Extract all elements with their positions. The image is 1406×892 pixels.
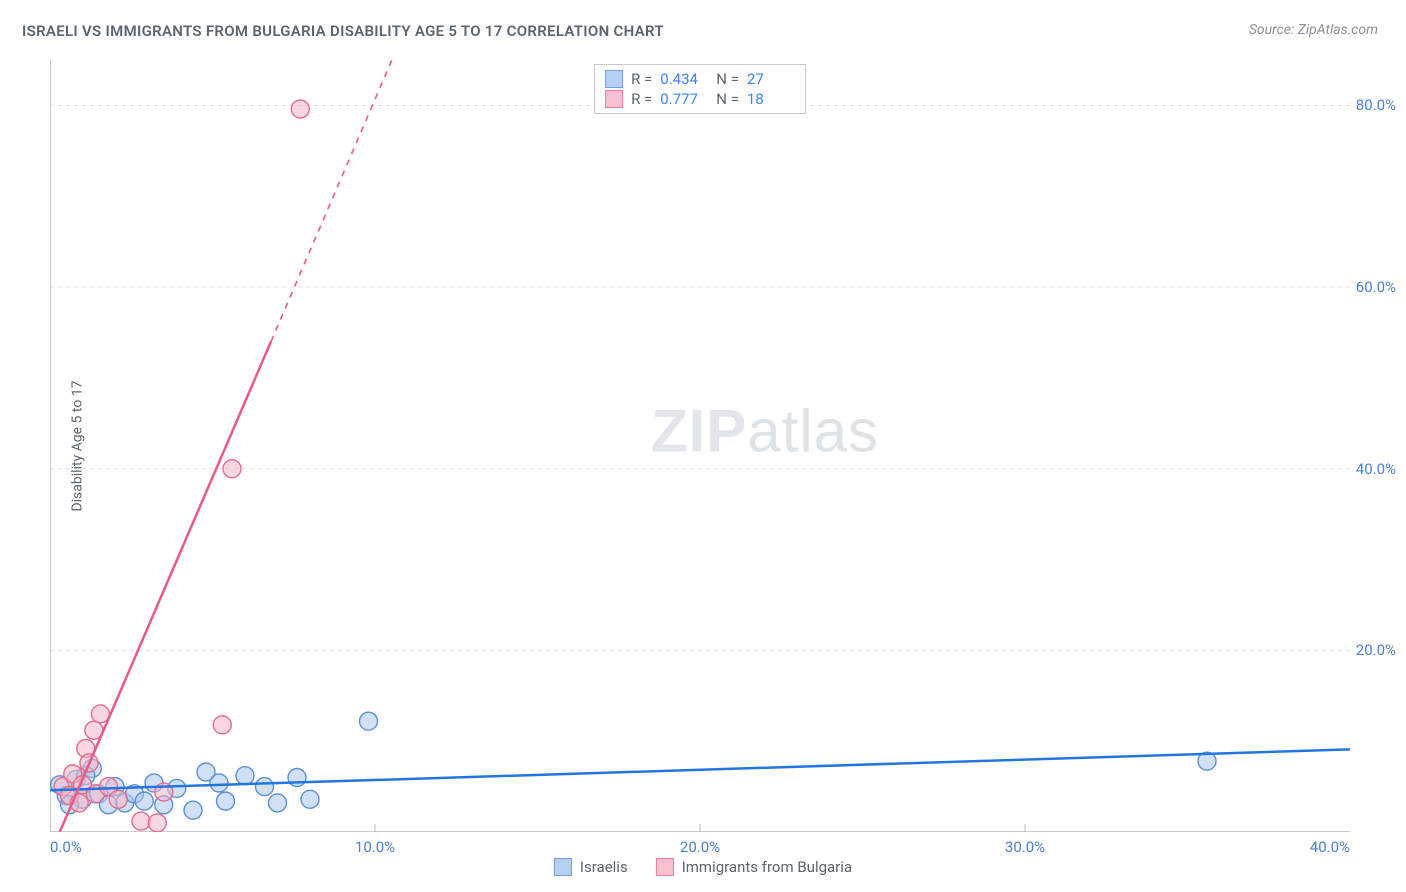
chart-title: ISRAELI VS IMMIGRANTS FROM BULGARIA DISA…: [22, 22, 664, 40]
scatter-chart: [50, 60, 1350, 832]
legend-swatch-pink: [656, 858, 674, 876]
x-tick-label: 40.0%: [1310, 838, 1350, 856]
n-value-2: 18: [747, 90, 795, 108]
legend-row-series-2: R = 0.777 N = 18: [605, 89, 795, 109]
legend-item-bulgaria: Immigrants from Bulgaria: [656, 858, 852, 876]
series-legend: Israelis Immigrants from Bulgaria: [554, 858, 852, 876]
n-label: N =: [716, 90, 739, 108]
legend-row-series-1: R = 0.434 N = 27: [605, 69, 795, 89]
x-tick-label: 10.0%: [355, 838, 395, 856]
r-value-1: 0.434: [660, 70, 708, 88]
legend-swatch-blue: [605, 70, 623, 88]
n-label: N =: [716, 70, 739, 88]
r-value-2: 0.777: [660, 90, 708, 108]
legend-item-israelis: Israelis: [554, 858, 628, 876]
y-tick-label: 40.0%: [1356, 460, 1396, 478]
source-attribution: Source: ZipAtlas.com: [1249, 22, 1378, 38]
legend-label: Israelis: [580, 858, 628, 876]
x-tick-label: 0.0%: [50, 838, 82, 856]
r-label: R =: [631, 70, 652, 88]
n-value-1: 27: [747, 70, 795, 88]
plot-area: R = 0.434 N = 27 R = 0.777 N = 18 ZIPatl…: [50, 60, 1350, 832]
correlation-legend: R = 0.434 N = 27 R = 0.777 N = 18: [594, 64, 806, 114]
legend-swatch-blue: [554, 858, 572, 876]
x-tick-label: 30.0%: [1005, 838, 1045, 856]
legend-label: Immigrants from Bulgaria: [682, 858, 852, 876]
y-tick-label: 60.0%: [1356, 278, 1396, 296]
legend-swatch-pink: [605, 90, 623, 108]
y-tick-label: 20.0%: [1356, 641, 1396, 659]
y-tick-label: 80.0%: [1356, 96, 1396, 114]
r-label: R =: [631, 90, 652, 108]
x-tick-label: 20.0%: [680, 838, 720, 856]
